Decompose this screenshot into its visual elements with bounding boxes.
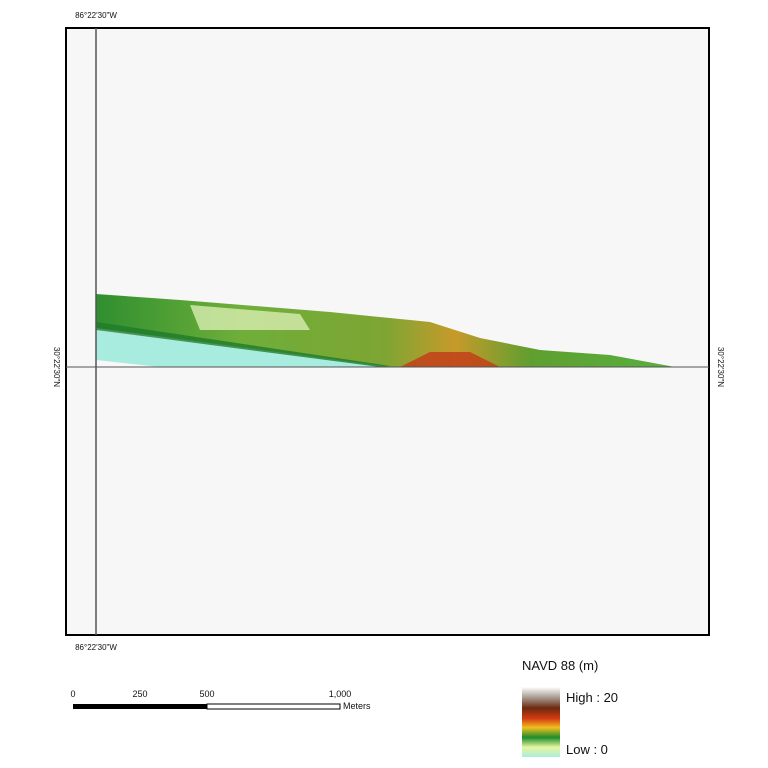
scale-tick-label: 0: [70, 689, 75, 699]
graticule-label: 30°22'30"N: [52, 347, 61, 387]
low-area: [190, 305, 310, 330]
graticule-label: 30°22'30"N: [716, 347, 725, 387]
graticule-label: 86°22'30"W: [75, 11, 117, 20]
legend-low: Low : 0: [566, 742, 608, 757]
legend-high: High : 20: [566, 690, 618, 705]
legend-ramp: [522, 687, 560, 757]
high-area: [400, 352, 500, 367]
legend-title: NAVD 88 (m): [522, 658, 598, 673]
scale-tick-label: 500: [199, 689, 214, 699]
dune-ridge: [96, 322, 390, 367]
scale-unit: Meters: [343, 701, 371, 711]
graticule-label: 86°22'30"W: [75, 643, 117, 652]
scale-tick-label: 250: [132, 689, 147, 699]
scale-bar-segment: [206, 703, 341, 710]
scale-tick-label: 1,000: [329, 689, 352, 699]
scale-bar-segment: [73, 704, 207, 709]
